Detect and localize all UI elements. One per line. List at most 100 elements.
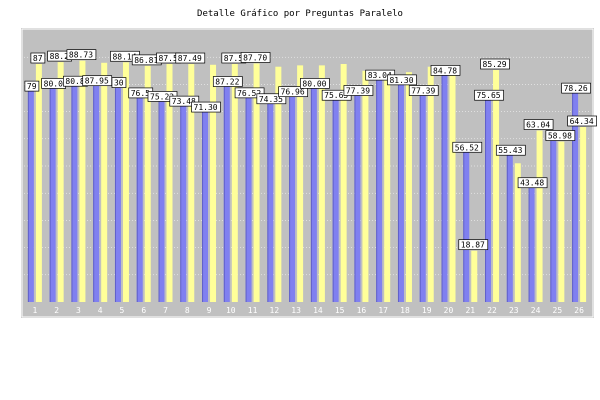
data-label-box [30,52,46,64]
bar [405,72,412,302]
bar-edge [463,148,465,302]
data-label-box [408,85,439,96]
data-label: 80.0 [44,79,63,88]
bar [493,70,500,302]
data-label: 81.30 [389,76,413,85]
bar [384,74,391,302]
x-tick-label: 11 [248,306,258,315]
bar-edge [354,91,356,302]
bar [144,65,151,302]
bar-edge [71,82,73,302]
data-label: 74.35 [259,95,283,104]
data-label: 87.5 [224,54,243,63]
data-label-box [567,115,597,127]
data-label: 76.52 [237,89,261,98]
bar [310,84,317,303]
data-label: 58.98 [548,132,572,141]
x-tick-label: 10 [226,306,236,315]
data-label: 86.81 [134,56,158,65]
data-label-box [212,76,243,87]
bar [362,70,369,302]
data-label: 88.73 [69,51,93,60]
bar [166,64,173,302]
bar [231,64,238,302]
bar [210,64,217,302]
bar [188,64,195,303]
bar-edge [289,92,291,303]
x-tick-label: 25 [553,306,563,315]
data-label-box [517,177,548,189]
data-label-box [452,141,483,153]
x-tick-label: 4 [98,306,103,315]
data-label-box [234,87,265,99]
x-tick-label: 15 [335,306,345,315]
bar-edge [245,93,247,302]
bar-edge [441,71,443,302]
data-label: 75.22 [150,92,174,101]
data-label-box [523,119,554,130]
data-label: 18.87 [461,241,485,250]
bar [427,66,434,302]
bar-edge [49,84,51,303]
bar-edge [310,84,312,303]
data-label: 77.39 [411,86,435,95]
bar [558,141,565,302]
data-label: 71.30 [194,103,218,112]
y-tick-label: 70 [8,109,16,117]
x-tick-label: 8 [185,306,190,315]
bar [419,91,426,302]
data-label: 79 [27,82,37,91]
x-tick-label: 9 [207,306,212,315]
y-tick-label: 90 [8,54,16,62]
data-label: 87.5 [159,54,178,63]
data-label: 73.48 [172,97,196,106]
data-label-box [111,77,127,88]
bar [35,64,42,302]
bar [122,62,129,302]
bar-edge [419,91,421,302]
x-tick-label: 22 [487,306,497,315]
data-label: 84.78 [433,66,457,75]
bar-edge [528,183,530,302]
chart-frame-border [21,28,594,318]
bar [572,89,579,302]
bar [441,71,448,302]
y-tick-label: 10 [8,272,16,280]
data-label: 80.8 [65,77,84,86]
chart-title: Detalle Gráfico por Preguntas Paralelo [197,9,403,19]
data-label-box [300,78,330,89]
bar [275,66,282,302]
bar [514,163,521,302]
bar-edge [572,89,574,302]
x-tick-label: 5 [120,306,125,315]
data-label: 83.04 [368,71,392,80]
bar [506,151,513,302]
bar [27,87,34,303]
data-label: 80.00 [302,79,326,88]
data-label: 78.26 [564,84,588,93]
bar [57,62,64,302]
data-label: 30 [114,79,124,88]
bar [550,136,557,302]
bar-edge [27,87,29,303]
bar [463,148,470,302]
data-label: 56.52 [455,143,479,152]
data-label: 55.43 [498,146,522,155]
bar-edge [223,82,225,302]
x-tick-label: 7 [163,306,168,315]
y-tick-label: 20 [8,245,16,253]
bar [93,81,100,303]
data-label-box [458,239,489,251]
data-label-box [66,49,97,61]
data-label: 85.29 [483,60,507,69]
x-tick-label: 14 [313,306,323,315]
bar-edge [158,97,160,303]
bar [580,126,587,302]
data-label: 43.48 [520,179,544,188]
bar-edge [485,96,487,303]
x-tick-label: 19 [422,306,432,315]
y-tick-label: 80 [8,81,16,89]
bar [340,64,347,302]
data-label: 87.22 [215,77,239,86]
